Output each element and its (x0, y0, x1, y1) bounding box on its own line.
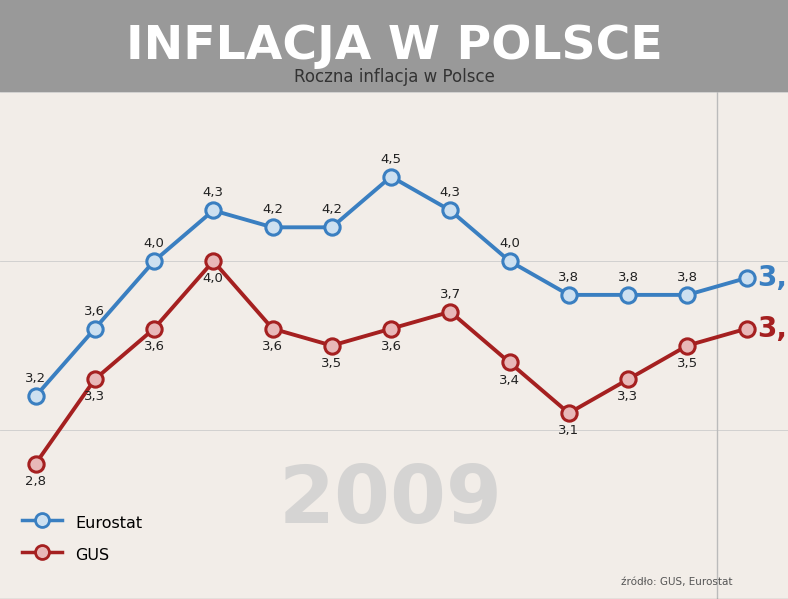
Text: 4,0: 4,0 (499, 237, 520, 250)
Text: 3,7: 3,7 (440, 288, 461, 301)
Text: 4,3: 4,3 (440, 186, 461, 199)
Text: 3,9: 3,9 (757, 264, 788, 292)
Text: 2009: 2009 (279, 462, 503, 540)
Text: źródło: GUS, Eurostat: źródło: GUS, Eurostat (622, 577, 733, 587)
Text: 3,5: 3,5 (322, 356, 342, 370)
Legend: Eurostat, GUS: Eurostat, GUS (16, 506, 148, 571)
Text: 3,6: 3,6 (757, 314, 788, 343)
Text: 4,5: 4,5 (381, 153, 402, 165)
Text: INFLACJA W POLSCE: INFLACJA W POLSCE (125, 23, 663, 68)
Text: 4,0: 4,0 (203, 272, 224, 285)
Text: 3,1: 3,1 (558, 424, 579, 437)
Text: 3,8: 3,8 (677, 271, 698, 284)
Text: 3,4: 3,4 (499, 374, 520, 386)
Text: 3,6: 3,6 (84, 304, 106, 317)
Text: 3,2: 3,2 (25, 372, 46, 385)
Text: 3,6: 3,6 (143, 340, 165, 353)
Text: 3,6: 3,6 (381, 340, 402, 353)
Text: 4,0: 4,0 (143, 237, 165, 250)
Text: 3,6: 3,6 (262, 340, 283, 353)
Text: 4,2: 4,2 (262, 203, 283, 216)
Text: 3,3: 3,3 (618, 391, 638, 404)
Text: 4,2: 4,2 (322, 203, 342, 216)
Text: 4,3: 4,3 (203, 186, 224, 199)
Text: 2,8: 2,8 (25, 475, 46, 488)
Text: 3,3: 3,3 (84, 391, 106, 404)
Text: 3,8: 3,8 (558, 271, 579, 284)
Text: 3,8: 3,8 (618, 271, 638, 284)
Title: Roczna inflacja w Polsce: Roczna inflacja w Polsce (294, 68, 494, 86)
Text: 3,5: 3,5 (677, 356, 698, 370)
